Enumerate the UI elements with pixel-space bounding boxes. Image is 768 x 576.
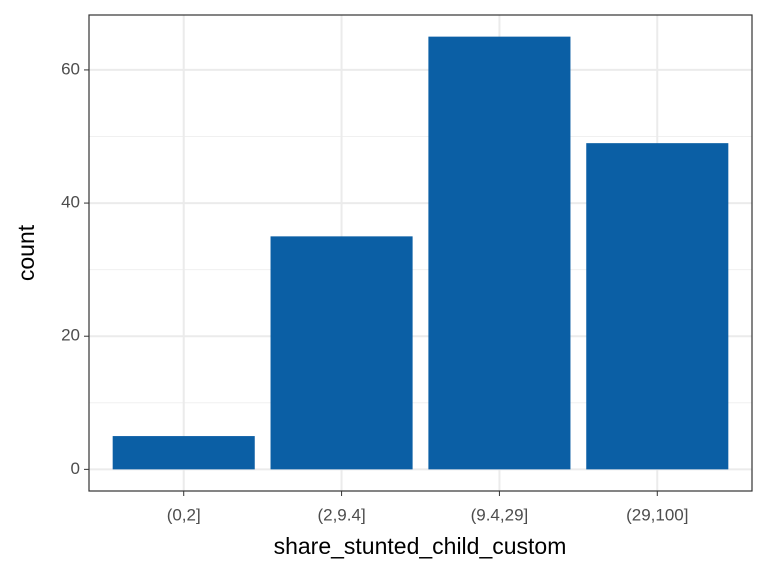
x-tick-label: (29,100] [626,505,688,524]
x-axis-title: share_stunted_child_custom [274,533,567,559]
y-tick-label: 60 [61,59,80,78]
bar [270,236,413,470]
x-tick-label: (0,2] [167,505,201,524]
y-axis-title: count [13,224,39,281]
bar [112,436,255,470]
y-tick-label: 40 [61,193,80,212]
panel-border [88,14,753,492]
y-tick-label: 20 [61,326,80,345]
x-tick-label: (2,9.4] [317,505,365,524]
bar [428,36,571,470]
y-tick-label: 0 [71,459,80,478]
bar [586,143,729,470]
x-tick-label: (9.4,29] [471,505,529,524]
